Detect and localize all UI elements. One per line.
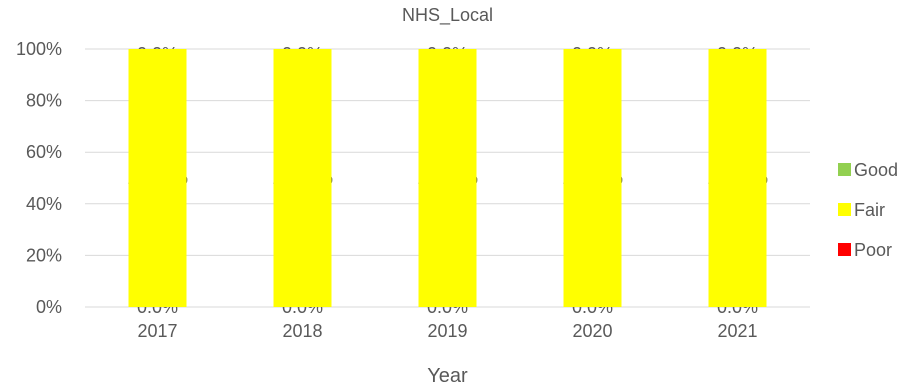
legend-label: Good: [854, 160, 898, 180]
legend-label: Fair: [854, 200, 885, 220]
x-axis-title: Year: [427, 365, 468, 387]
x-axis-ticks: 2017 2018 2019 2020 2021: [137, 321, 757, 341]
legend: Good Fair Poor: [838, 160, 898, 260]
x-tick-label: 2018: [282, 321, 322, 341]
legend-swatch: [838, 163, 851, 176]
bars: 0.0%100.0%0.0%0.0%100.0%0.0%0.0%100.0%0.…: [127, 44, 768, 317]
legend-item-poor: Poor: [838, 240, 892, 260]
y-tick-label: 40%: [26, 194, 62, 214]
x-tick-label: 2019: [427, 321, 467, 341]
y-tick-label: 20%: [26, 245, 62, 265]
legend-swatch: [838, 203, 851, 216]
y-tick-label: 0%: [36, 297, 62, 317]
y-axis-ticks: 0% 20% 40% 60% 80% 100%: [16, 39, 62, 317]
bar-fair: [708, 49, 767, 307]
y-tick-label: 80%: [26, 91, 62, 111]
x-tick-label: 2020: [572, 321, 612, 341]
bar-fair: [273, 49, 332, 307]
bar-fair: [563, 49, 622, 307]
legend-label: Poor: [854, 240, 892, 260]
y-tick-label: 60%: [26, 142, 62, 162]
x-tick-label: 2021: [717, 321, 757, 341]
chart-title: NHS_Local: [402, 5, 493, 26]
x-tick-label: 2017: [137, 321, 177, 341]
bar-fair: [128, 49, 187, 307]
bar-fair: [418, 49, 477, 307]
legend-item-fair: Fair: [838, 200, 885, 220]
y-tick-label: 100%: [16, 39, 62, 59]
legend-swatch: [838, 243, 851, 256]
legend-item-good: Good: [838, 160, 898, 180]
